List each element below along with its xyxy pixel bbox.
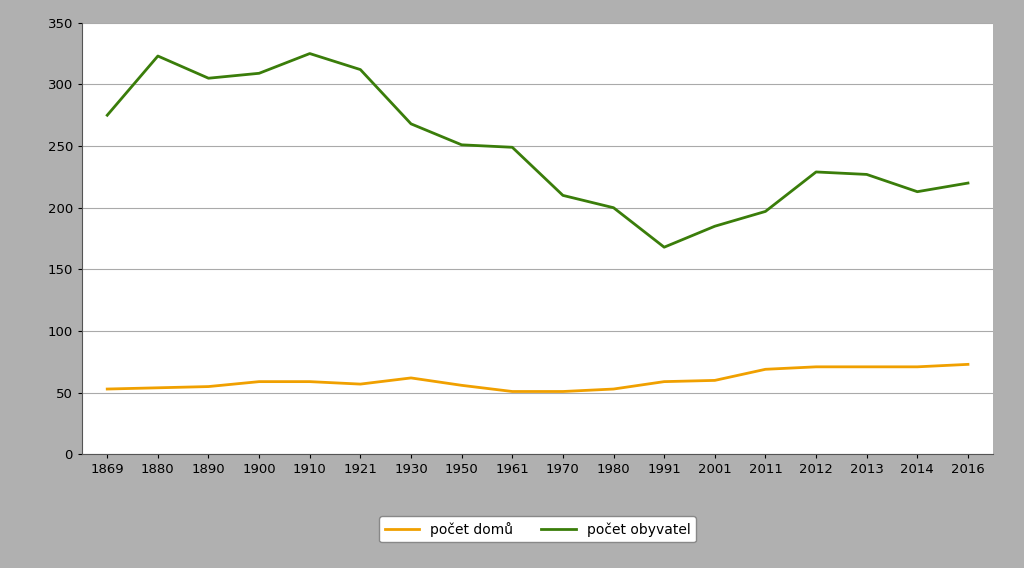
Legend: počet domů, počet obyvatel: počet domů, počet obyvatel	[379, 516, 696, 542]
